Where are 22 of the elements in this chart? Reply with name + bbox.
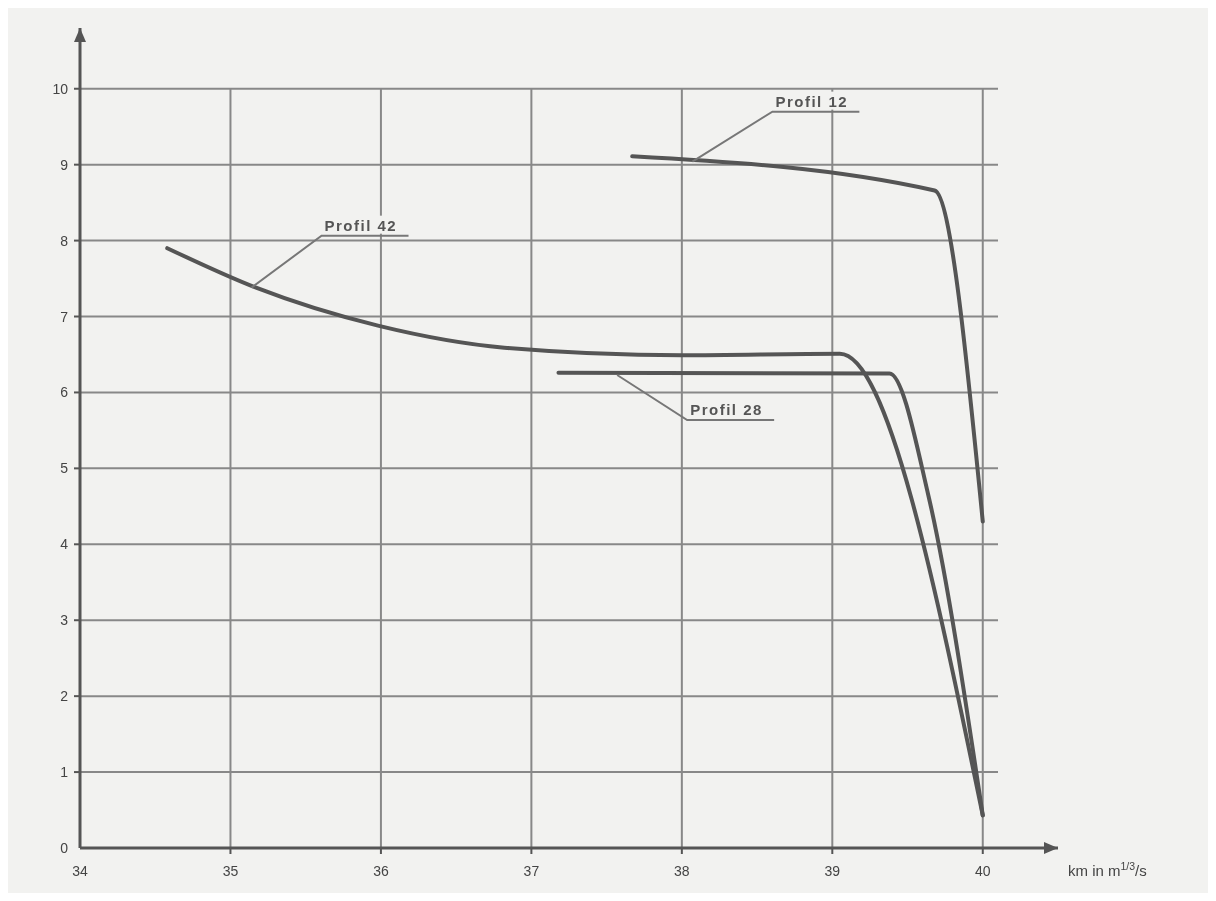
- x-tick-label: 40: [974, 863, 991, 879]
- x-tick-label: 35: [222, 863, 239, 879]
- x-tick-label: 34: [72, 863, 88, 879]
- annotation: Profil 28: [690, 400, 763, 418]
- x-tick-label: 36: [373, 863, 389, 879]
- y-tick-label: 9: [60, 156, 69, 173]
- y-tick-label: 7: [60, 308, 69, 325]
- x-tick-label: 39: [824, 863, 841, 879]
- y-tick-label: 10: [52, 80, 69, 97]
- annotation: Profil 42: [324, 216, 398, 234]
- y-tick-label: 5: [60, 460, 69, 477]
- annotation: Profil 12: [775, 92, 849, 110]
- x-tick-label: 37: [523, 863, 540, 879]
- y-tick-label: 0: [60, 840, 69, 856]
- y-tick-label: 4: [60, 536, 69, 553]
- x-axis-title: km in m$^{1/3}$/s: [1068, 860, 1147, 879]
- y-tick-label: 8: [60, 232, 69, 249]
- y-tick-label: 2: [60, 688, 69, 705]
- x-tick-label: 38: [674, 863, 690, 879]
- y-tick-label: 1: [60, 764, 69, 781]
- y-tick-label: 6: [60, 384, 69, 401]
- y-tick-label: 3: [60, 612, 69, 629]
